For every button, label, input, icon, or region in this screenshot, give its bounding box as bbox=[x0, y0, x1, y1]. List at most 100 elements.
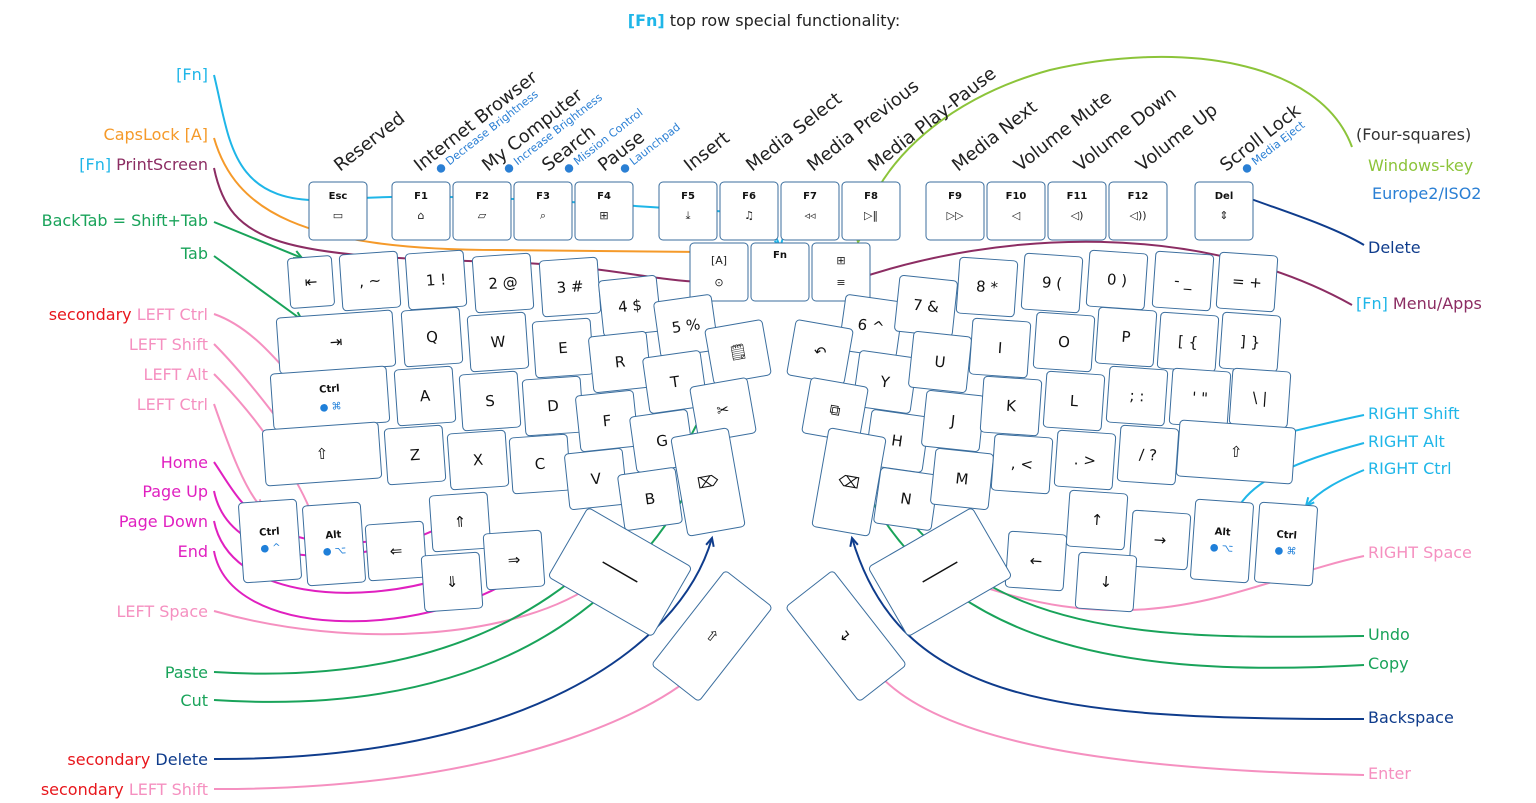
key-del: Del ⇕ bbox=[1194, 181, 1254, 241]
key-right-label: → bbox=[1153, 531, 1167, 550]
key-end: ⇒ bbox=[482, 529, 546, 591]
key-fn: Fn bbox=[750, 242, 810, 302]
left-callout-part: Page Up bbox=[142, 482, 208, 501]
key-left-shift: ⇧ bbox=[261, 421, 383, 487]
key-pageup-label: ⇑ bbox=[453, 513, 467, 532]
key-k-cap bbox=[979, 375, 1043, 437]
key-right-ctrl: Ctrl ● ⌘ bbox=[1254, 501, 1318, 587]
key-equals: = + bbox=[1215, 251, 1279, 313]
key-label: F10 bbox=[1006, 191, 1027, 202]
key-q: Q bbox=[400, 306, 464, 368]
key-label: F8 bbox=[864, 191, 878, 202]
alt-label: Alt bbox=[325, 529, 342, 541]
key-down: ↓ bbox=[1074, 551, 1138, 613]
key-a-cap bbox=[393, 365, 457, 427]
key-icon: ▷▷ bbox=[947, 209, 964, 222]
key-equals-label: = + bbox=[1231, 272, 1262, 292]
key-f5-cap bbox=[658, 181, 718, 241]
key-windows-menu-cap bbox=[811, 242, 871, 302]
left-callout-part: Page Down bbox=[119, 512, 208, 531]
key-secondary-delete: ⌦ bbox=[670, 427, 746, 537]
right-callout: Windows-key bbox=[1368, 156, 1473, 175]
right-callout-part: Enter bbox=[1368, 764, 1411, 783]
key-semicolon-label: ; : bbox=[1129, 387, 1145, 406]
key-backtab: ⇤ bbox=[287, 255, 335, 309]
key-k: K bbox=[979, 375, 1043, 437]
key-secondary-left-shift-cap bbox=[652, 571, 772, 701]
left-callout: Page Up bbox=[142, 482, 208, 501]
fn-label-text: Media Previous bbox=[803, 76, 923, 176]
key-n: N bbox=[873, 467, 939, 531]
key-label: F2 bbox=[475, 191, 489, 202]
key-esc-cap bbox=[308, 181, 368, 241]
key-a-label: A bbox=[419, 387, 431, 406]
key-o: O bbox=[1032, 311, 1096, 373]
key-capslock-printscreen: [A] ⊙ bbox=[689, 242, 749, 302]
key-s: S bbox=[458, 370, 522, 432]
key-capslock-printscreen-cap bbox=[689, 242, 749, 302]
left-callout-part: LEFT Alt bbox=[144, 365, 208, 384]
right-callout-part: Backspace bbox=[1368, 708, 1454, 727]
left-callout: Tab bbox=[180, 244, 208, 263]
key-icon: ▷‖ bbox=[864, 209, 878, 222]
key-z-label: Z bbox=[409, 446, 421, 465]
key-y-label: Y bbox=[878, 372, 891, 391]
key-b: B bbox=[617, 467, 683, 531]
key-undo: ↶ bbox=[786, 319, 854, 385]
key-d: D bbox=[521, 375, 585, 437]
key-right-alt: Alt ● ⌥ bbox=[1190, 498, 1254, 584]
key-q-label: Q bbox=[425, 328, 438, 347]
key-f11-cap bbox=[1047, 181, 1107, 241]
key-6-label: 6 ^ bbox=[856, 315, 885, 337]
key-label: F1 bbox=[414, 191, 428, 202]
connector-line bbox=[1305, 469, 1365, 507]
connector-line bbox=[213, 579, 601, 636]
fn-row-label: Scroll Lock● Media Eject bbox=[1216, 100, 1308, 176]
left-callout: LEFT Alt bbox=[144, 365, 208, 384]
key-p-label: P bbox=[1121, 328, 1131, 347]
left-callout-part: Tab bbox=[180, 244, 208, 263]
key-m: M bbox=[930, 448, 994, 510]
key-icon: ◁ bbox=[1012, 209, 1021, 222]
key-l: L bbox=[1042, 370, 1106, 432]
key-label: F7 bbox=[803, 191, 817, 202]
key-rbracket-label: ] } bbox=[1239, 332, 1260, 351]
key-m-cap bbox=[930, 448, 994, 510]
key-f5: F5 ⤓ bbox=[658, 181, 718, 241]
fn-row-label: Volume Down bbox=[1070, 83, 1180, 176]
key-f6: F6 ♫ bbox=[719, 181, 779, 241]
windows-icon: ⊞ bbox=[836, 254, 845, 267]
key-home-label: ⇐ bbox=[389, 542, 403, 561]
key-comma-tilde-label: , ~ bbox=[358, 271, 381, 290]
key-lbracket-label: [ { bbox=[1177, 332, 1198, 351]
key-3-label: 3 # bbox=[556, 277, 584, 297]
left-callout-part: Home bbox=[161, 453, 208, 472]
key-u-cap bbox=[908, 331, 972, 393]
right-callout-part: (Four-squares) bbox=[1356, 125, 1471, 144]
connector-line bbox=[213, 221, 303, 259]
connector-line bbox=[213, 520, 445, 594]
key-label: F11 bbox=[1067, 191, 1088, 202]
key-label: Del bbox=[1215, 191, 1234, 202]
key-f1-cap bbox=[391, 181, 451, 241]
key-f12: F12 ◁)) bbox=[1108, 181, 1168, 241]
key-icon: ⌕ bbox=[540, 209, 546, 222]
key-comma-tilde: , ~ bbox=[338, 250, 402, 312]
left-callout-part: LEFT Ctrl bbox=[137, 395, 208, 414]
key-left-alt-cap bbox=[302, 501, 366, 587]
key-backtab-cap bbox=[287, 255, 335, 309]
left-callout: Cut bbox=[180, 691, 208, 710]
right-callout: RIGHT Alt bbox=[1368, 432, 1445, 451]
key-u-label: U bbox=[934, 352, 947, 371]
key-h-label: H bbox=[890, 431, 904, 450]
key-icon: ◃◃ bbox=[804, 209, 816, 222]
key-8-cap bbox=[955, 256, 1019, 318]
key-pageup-cap bbox=[428, 491, 492, 553]
key-end-label: ⇒ bbox=[507, 551, 521, 570]
key-f10: F10 ◁ bbox=[986, 181, 1046, 241]
left-callout-part: Paste bbox=[165, 663, 208, 682]
key-home: ⇐ bbox=[364, 520, 428, 582]
key-w-label: W bbox=[490, 332, 506, 351]
key-copy-label: ⧉ bbox=[828, 400, 842, 420]
key-o-label: O bbox=[1057, 333, 1070, 352]
